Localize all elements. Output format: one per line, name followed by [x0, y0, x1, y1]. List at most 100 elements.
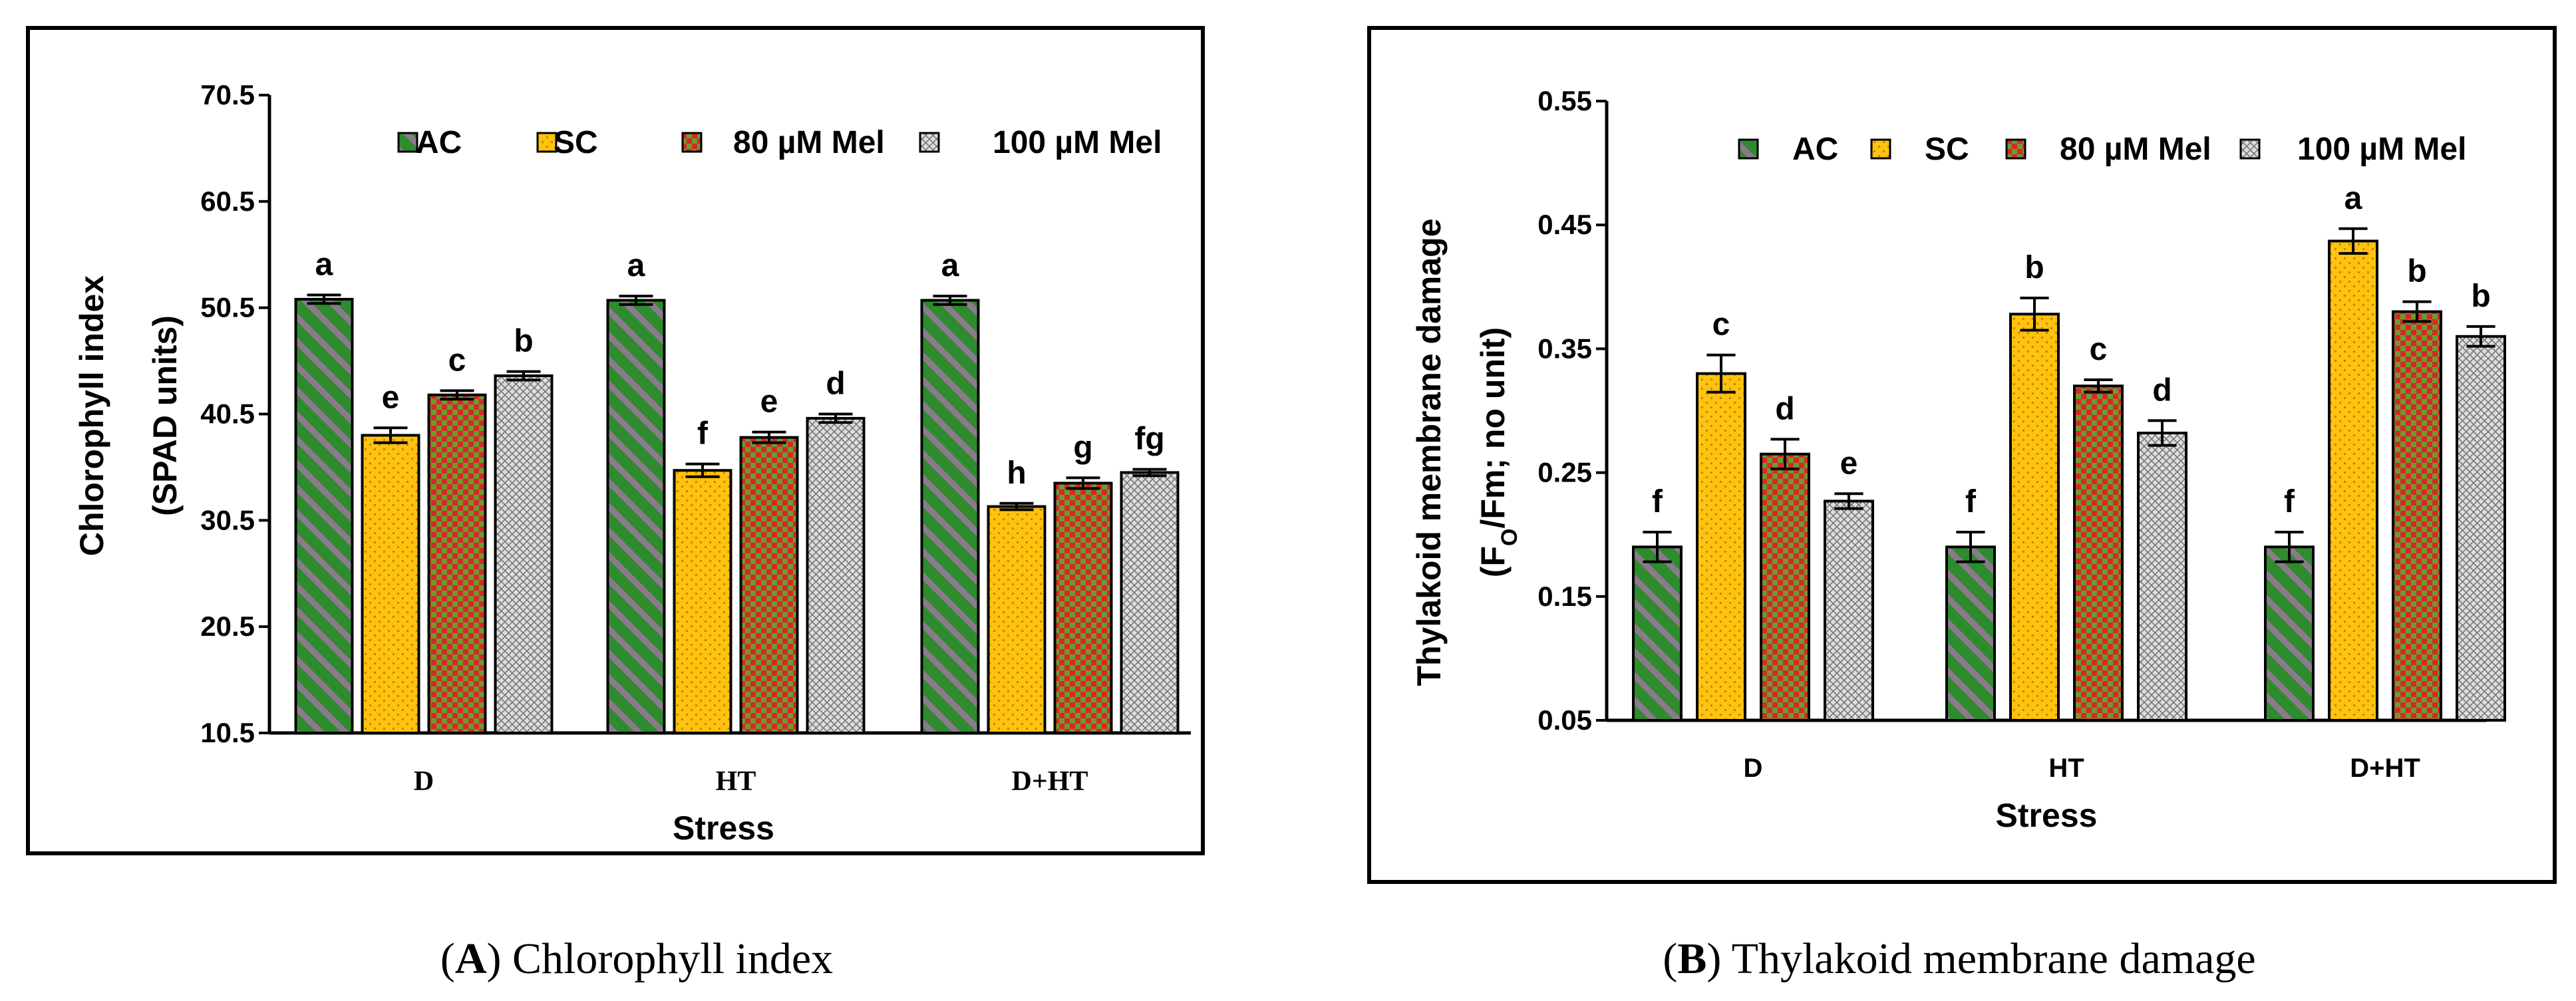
- panel-b-bar-mel100: [1824, 500, 1874, 722]
- panel-b-ytick-label: 0.25: [1537, 457, 1592, 488]
- panel-b-error-bar: [1643, 530, 1672, 563]
- panel-b-y-axis-title: Thylakoid membrane damage (FO/Fm; no unit…: [1410, 218, 1522, 686]
- panel-b-bar-sc: [2328, 239, 2378, 722]
- panel-b-legend-swatch-sc: [1870, 138, 1891, 160]
- panel-a-ytick-label: 10.5: [200, 717, 255, 748]
- panel-a-error-bar: [818, 412, 853, 424]
- panel-b-significance-letter: d: [2152, 372, 2172, 408]
- panel-b-ytick-label: 0.15: [1537, 581, 1592, 612]
- panel-b-significance-letter: e: [1840, 446, 1858, 481]
- panel-b-error-bar: [2466, 325, 2496, 348]
- panel-b-ytick-label: 0.35: [1537, 333, 1592, 364]
- panel-a-bar-ac: [606, 299, 666, 734]
- panel-a-legend-label-ac: AC: [416, 125, 462, 160]
- panel-a-ytick-label: 40.5: [200, 398, 255, 430]
- panel-a-y-axis-title: Chlorophyll index (SPAD units): [73, 275, 184, 556]
- panel-b-significance-letter: b: [2471, 279, 2490, 314]
- panel-b-legend-swatch-mel100: [2239, 138, 2261, 160]
- panel-a-bar-mel100: [494, 374, 554, 734]
- panel-b-significance-letter: a: [2344, 181, 2362, 216]
- panel-b-error-bar: [2148, 419, 2177, 447]
- panel-b-error-bar: [1956, 530, 1985, 563]
- panel-a-significance-letter: a: [627, 248, 645, 283]
- panel-b-error-bar: [2084, 378, 2113, 394]
- panel-b-error-bar: [1706, 353, 1736, 394]
- panel-a-ylabel-line: (SPAD units): [146, 315, 184, 516]
- panel-b-significance-letter: d: [1775, 391, 1794, 426]
- panel-b-ylabel-line: (FO/Fm; no unit): [1474, 327, 1522, 577]
- panel-a-bar-ac: [294, 297, 354, 734]
- panel-b-legend-label-mel100: 100 µM Mel: [2297, 132, 2466, 167]
- panel-a-bar-sc: [987, 505, 1046, 734]
- panel-a-significance-letter: c: [448, 343, 466, 378]
- panel-b-category-label: HT: [2048, 754, 2084, 783]
- panel-a-significance-letter: e: [382, 380, 400, 415]
- panel-b-bar-ac: [1632, 545, 1683, 722]
- panel-a-error-bar: [373, 426, 408, 444]
- panel-b-significance-letter: b: [2024, 250, 2044, 285]
- panel-b-significance-letter: c: [1712, 307, 1730, 343]
- panel-a-legend-label-mel80: 80 µM Mel: [733, 125, 885, 160]
- panel-a-ytick-label: 70.5: [200, 79, 255, 110]
- panel-a-significance-letter: b: [514, 324, 533, 359]
- panel-b-significance-letter: b: [2407, 254, 2426, 289]
- panel-a-bar-ac: [920, 299, 980, 734]
- panel-a-chlorophyll-index: 10.5 20.5 30.5 40.5 50.5 60.5 70.5 Chlorophyll …: [26, 26, 1205, 983]
- panel-b-error-bar: [1834, 492, 1863, 510]
- panel-a-bar-sc: [673, 469, 732, 734]
- panel-a-ytick-label: 30.5: [200, 504, 255, 535]
- panel-b-ylabel-line: Thylakoid membrane damage: [1410, 218, 1448, 686]
- panel-a-frame: [26, 26, 1205, 855]
- panel-a-error-bar: [440, 389, 474, 401]
- panel-a-legend-label-mel100: 100 µM Mel: [993, 125, 1162, 160]
- panel-a-bar-sc: [361, 434, 420, 734]
- panel-b-legend-label-mel80: 80 µM Mel: [2060, 132, 2211, 167]
- panel-b-bar-mel100: [2456, 335, 2506, 722]
- panel-b-legend-swatch-mel80: [2005, 138, 2026, 160]
- panel-a-x-axis-title: Stress: [673, 809, 774, 847]
- panel-a-error-bar: [685, 462, 720, 478]
- panel-b-bar-ac: [1945, 545, 1996, 722]
- panel-b-significance-letter: f: [1965, 484, 1977, 519]
- panel-b-significance-letter: c: [2090, 332, 2108, 367]
- panel-b-legend-swatch-ac: [1738, 138, 1759, 160]
- panel-a-significance-letter: e: [760, 384, 778, 420]
- panel-a-error-bar: [999, 501, 1034, 511]
- panel-b-category-label: D+HT: [2350, 754, 2420, 783]
- panel-a-significance-letter: a: [941, 248, 959, 283]
- panel-a-significance-letter: d: [826, 366, 845, 402]
- panel-b-category-label: D: [1744, 754, 1763, 783]
- panel-a-legend-swatch-sc: [536, 132, 558, 153]
- panel-a-error-bar: [307, 293, 341, 305]
- panel-b-frame: [1367, 26, 2557, 884]
- panel-b-error-bar: [2020, 297, 2049, 332]
- panel-b-caption: (B) Thylakoid membrane damage: [1663, 934, 2255, 983]
- panel-b-error-bar: [2402, 300, 2432, 323]
- panel-b-error-bar: [1770, 438, 1800, 471]
- panel-b-thylakoid-membrane-damage: 0.05 0.15 0.25 0.35 0.45 0.55 Thylakoid membra…: [1367, 26, 2557, 983]
- panel-b-ytick-label: 0.55: [1537, 85, 1592, 116]
- panel-a-category-label: D: [414, 766, 434, 797]
- panel-a-bar-mel80: [1053, 482, 1113, 734]
- panel-a-error-bar: [1132, 468, 1167, 478]
- panel-a-significance-letter: a: [315, 247, 333, 282]
- panel-b-bar-sc: [2009, 313, 2060, 722]
- panel-b-legend-label-sc: SC: [1925, 132, 1969, 167]
- panel-a-bar-mel80: [739, 436, 799, 734]
- panel-a-category-label: HT: [716, 766, 756, 797]
- panel-a-ytick-label: 50.5: [200, 292, 255, 323]
- panel-a-bar-mel100: [806, 416, 866, 734]
- panel-a-legend-label-sc: SC: [554, 125, 598, 160]
- panel-a-significance-letter: f: [697, 416, 709, 452]
- panel-b-x-axis-title: Stress: [1996, 797, 2098, 834]
- panel-b-error-bar: [2275, 530, 2304, 563]
- panel-a-bar-mel80: [427, 393, 487, 734]
- panel-a-ytick-label: 20.5: [200, 611, 255, 642]
- panel-b-error-bar: [2338, 227, 2368, 255]
- panel-b-ytick-label: 0.45: [1537, 209, 1592, 240]
- panel-a-ytick-label: 60.5: [200, 186, 255, 217]
- panel-b-significance-letter: f: [2284, 484, 2295, 519]
- panel-a-legend-swatch-mel80: [681, 132, 703, 153]
- panel-a-significance-letter: h: [1007, 456, 1026, 491]
